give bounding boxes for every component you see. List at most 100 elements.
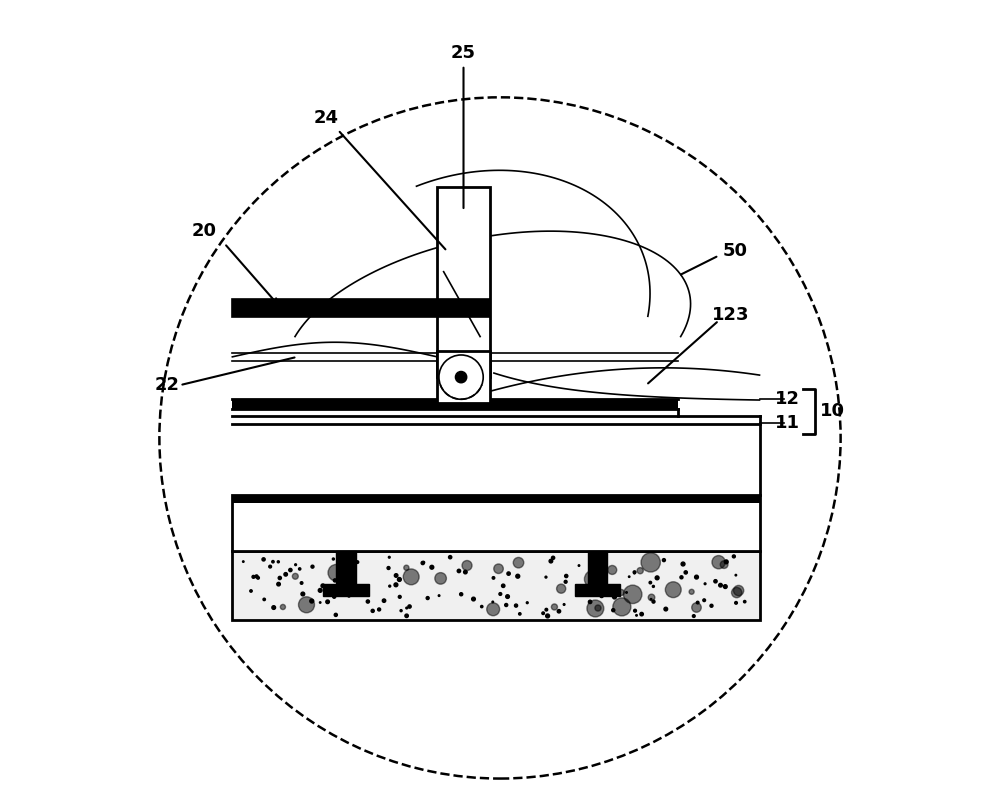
Circle shape [513,557,524,568]
Point [606,590,622,603]
Polygon shape [336,551,356,584]
Circle shape [584,570,602,588]
Point [371,603,387,616]
Circle shape [551,604,557,610]
Circle shape [665,581,681,598]
Point [402,600,418,613]
Point [686,610,702,623]
Point [333,586,349,599]
Point [540,609,556,622]
Point [388,569,404,582]
Point [594,579,610,592]
Point [265,556,281,569]
Polygon shape [323,584,369,596]
Point [689,571,705,584]
Point [498,599,514,611]
Circle shape [637,568,643,573]
Bar [232,399,678,409]
Point [673,571,689,584]
Point [278,568,294,581]
Point [295,587,311,600]
Circle shape [404,565,409,570]
Circle shape [557,584,566,593]
Point [415,556,431,569]
Point [416,556,432,569]
Point [270,556,286,569]
Circle shape [641,553,660,572]
Bar [232,551,760,620]
Point [605,603,621,616]
Point [294,577,310,590]
Circle shape [689,590,694,594]
Point [558,569,574,582]
Point [538,571,554,584]
Point [538,603,554,616]
Point [703,599,719,612]
Point [718,556,734,569]
Circle shape [608,565,617,574]
Bar [232,495,760,503]
Circle shape [292,573,298,579]
Point [424,560,440,573]
Point [453,588,469,601]
Point [388,578,404,591]
Point [501,567,517,580]
Point [381,561,397,574]
Circle shape [720,560,728,569]
Point [626,567,642,580]
Point [381,551,397,564]
Text: 50: 50 [723,242,748,260]
Point [292,563,308,576]
Circle shape [494,564,503,573]
Circle shape [435,573,446,584]
Text: 10: 10 [820,402,845,420]
Point [519,596,535,609]
Point [360,595,376,608]
Point [627,566,643,579]
Circle shape [587,600,604,617]
Bar [437,187,490,377]
Circle shape [299,597,314,613]
Point [707,575,723,588]
Point [393,604,409,617]
Point [382,580,398,593]
Point [675,557,691,570]
Point [465,593,481,606]
Point [642,576,658,589]
Text: 123: 123 [712,306,750,324]
Point [312,584,328,597]
Point [249,570,265,583]
Bar [232,299,490,317]
Point [495,579,511,592]
Point [334,573,350,586]
Point [312,596,328,609]
Point [645,580,661,593]
Point [594,590,610,603]
Point [656,554,672,567]
Point [256,593,272,606]
Circle shape [692,603,701,612]
Point [334,556,350,569]
Point [245,570,261,583]
Point [485,595,501,608]
Point [451,564,467,577]
Text: 12: 12 [775,390,800,408]
Point [571,559,587,572]
Point [304,560,320,573]
Point [365,604,381,617]
Polygon shape [588,551,607,584]
Point [392,590,408,603]
Point [551,605,567,618]
Point [485,572,501,585]
Point [508,599,524,612]
Point [391,573,407,586]
Point [399,602,415,615]
Point [697,577,713,590]
Point [315,579,331,592]
Text: 24: 24 [313,109,338,127]
Point [558,575,574,588]
Point [535,607,551,620]
Text: 22: 22 [155,376,180,394]
Point [649,572,665,585]
Point [341,590,357,603]
